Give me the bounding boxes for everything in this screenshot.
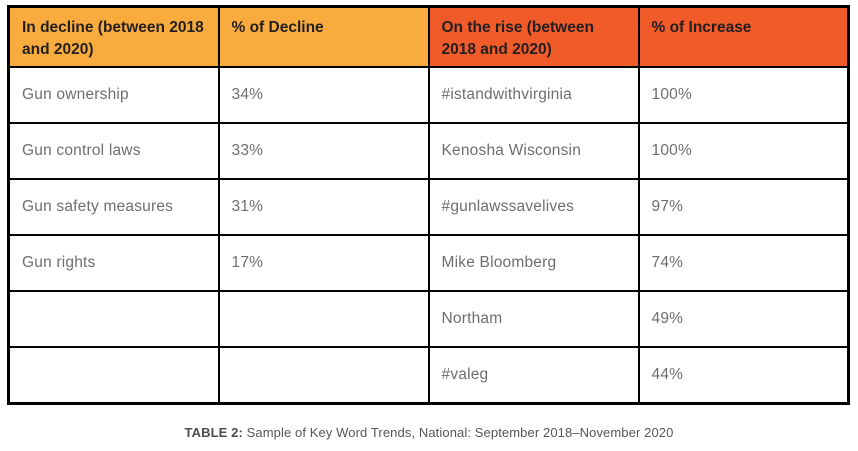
- header-row: In decline (between 2018 and 2020) % of …: [7, 5, 850, 69]
- table-cell-rise-pct: 49%: [637, 290, 850, 349]
- table-row: #valeg 44%: [7, 346, 850, 405]
- table-cell-rise-term: #gunlawssavelives: [427, 178, 640, 237]
- table-cell-decline-pct: 31%: [217, 178, 430, 237]
- table-cell-decline-term: [7, 346, 220, 405]
- table-cell-decline-term: [7, 290, 220, 349]
- table-cell-rise-term: Mike Bloomberg: [427, 234, 640, 293]
- header-cell-pct-decline: % of Decline: [217, 5, 430, 69]
- table-cell-rise-pct: 100%: [637, 122, 850, 181]
- table-cell-decline-term: Gun safety measures: [7, 178, 220, 237]
- table-cell-decline-pct: 34%: [217, 66, 430, 125]
- table-cell-rise-term: #valeg: [427, 346, 640, 405]
- table-cell-decline-pct: [217, 290, 430, 349]
- keyword-trends-table: In decline (between 2018 and 2020) % of …: [7, 5, 850, 405]
- table-row: Gun safety measures 31% #gunlawssavelive…: [7, 178, 850, 237]
- table-cell-decline-pct: [217, 346, 430, 405]
- table-row: Northam 49%: [7, 290, 850, 349]
- table-cell-rise-term: Kenosha Wisconsin: [427, 122, 640, 181]
- table-cell-rise-pct: 100%: [637, 66, 850, 125]
- header-cell-pct-increase: % of Increase: [637, 5, 850, 69]
- table-cell-decline-term: Gun ownership: [7, 66, 220, 125]
- table-cell-rise-term: #istandwithvirginia: [427, 66, 640, 125]
- table-cell-decline-term: Gun rights: [7, 234, 220, 293]
- table-cell-rise-term: Northam: [427, 290, 640, 349]
- table-container: In decline (between 2018 and 2020) % of …: [7, 5, 850, 405]
- table-row: Gun ownership 34% #istandwithvirginia 10…: [7, 66, 850, 125]
- table-caption-text: Sample of Key Word Trends, National: Sep…: [242, 425, 674, 440]
- table-caption: TABLE 2: Sample of Key Word Trends, Nati…: [0, 425, 858, 440]
- table-cell-decline-term: Gun control laws: [7, 122, 220, 181]
- table-cell-decline-pct: 17%: [217, 234, 430, 293]
- header-cell-on-the-rise: On the rise (between 2018 and 2020): [427, 5, 640, 69]
- table-caption-label: TABLE 2:: [184, 425, 243, 440]
- table-row: Gun control laws 33% Kenosha Wisconsin 1…: [7, 122, 850, 181]
- table-row: Gun rights 17% Mike Bloomberg 74%: [7, 234, 850, 293]
- table-cell-decline-pct: 33%: [217, 122, 430, 181]
- table-cell-rise-pct: 44%: [637, 346, 850, 405]
- header-cell-in-decline: In decline (between 2018 and 2020): [7, 5, 220, 69]
- table-cell-rise-pct: 97%: [637, 178, 850, 237]
- table-cell-rise-pct: 74%: [637, 234, 850, 293]
